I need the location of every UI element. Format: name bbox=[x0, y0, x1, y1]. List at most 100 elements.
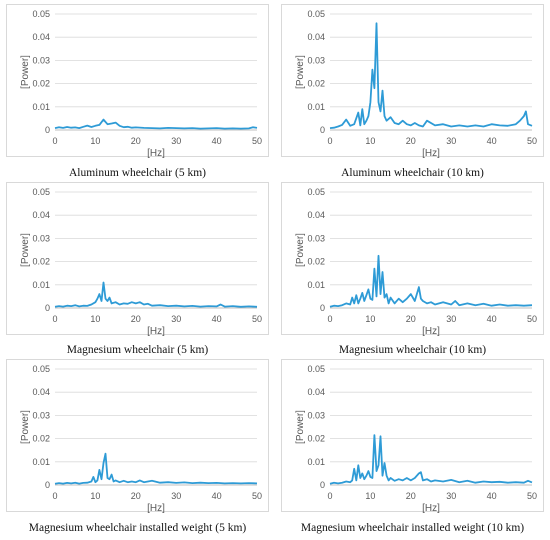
x-tick-label: 20 bbox=[131, 491, 141, 501]
chart-frame bbox=[6, 359, 269, 512]
series-line bbox=[329, 22, 533, 129]
y-tick-label: 0.05 bbox=[32, 9, 50, 19]
y-tick-label: 0 bbox=[45, 480, 50, 490]
y-tick-label: 0.01 bbox=[32, 280, 50, 290]
y-tick-label: 0.02 bbox=[32, 79, 50, 89]
y-axis-label: [Power] bbox=[20, 233, 31, 267]
chart-frame bbox=[281, 359, 544, 512]
x-tick-label: 50 bbox=[527, 314, 537, 324]
chart-aluminum-10km: 0 0.01 0.02 0.03 0.04 0.05 0 10 20 30 40 50 [Hz] [Pow… bbox=[275, 0, 550, 185]
chart-frame bbox=[6, 182, 269, 335]
x-tick-label: 50 bbox=[527, 136, 537, 146]
y-tick-label: 0.05 bbox=[307, 187, 325, 197]
x-tick-label: 40 bbox=[487, 136, 497, 146]
y-tick-label: 0 bbox=[320, 303, 325, 313]
y-axis-label: [Power] bbox=[295, 55, 306, 89]
x-tick-label: 40 bbox=[212, 136, 222, 146]
x-tick-label: 50 bbox=[252, 491, 262, 501]
y-axis-label: [Power] bbox=[295, 233, 306, 267]
x-axis-label: [Hz] bbox=[147, 503, 165, 514]
y-tick-label: 0.04 bbox=[307, 210, 325, 220]
chart-magnesium-weight-5km: 0 0.01 0.02 0.03 0.04 0.05 0 10 20 30 40 50 [Hz] [Pow… bbox=[0, 355, 275, 540]
x-tick-label: 30 bbox=[171, 491, 181, 501]
chart-svg: 0 0.01 0.02 0.03 0.04 0.05 0 10 20 30 40 50 [Hz] [Pow… bbox=[6, 359, 269, 514]
x-tick-label: 0 bbox=[52, 491, 57, 501]
x-tick-label: 30 bbox=[446, 314, 456, 324]
y-tick-label: 0.03 bbox=[32, 55, 50, 65]
x-tick-label: 30 bbox=[446, 136, 456, 146]
y-tick-label: 0.03 bbox=[307, 233, 325, 243]
x-axis-label: [Hz] bbox=[147, 148, 165, 159]
y-tick-label: 0.02 bbox=[32, 434, 50, 444]
y-tick-label: 0.05 bbox=[307, 364, 325, 374]
x-tick-label: 20 bbox=[131, 314, 141, 324]
x-tick-label: 30 bbox=[171, 314, 181, 324]
y-axis-label: [Power] bbox=[20, 410, 31, 444]
chart-caption: Aluminum wheelchair (5 km) bbox=[68, 167, 206, 179]
x-tick-label: 20 bbox=[406, 491, 416, 501]
y-tick-label: 0.04 bbox=[307, 32, 325, 42]
y-tick-label: 0.01 bbox=[32, 102, 50, 112]
chart-magnesium-5km: 0 0.01 0.02 0.03 0.04 0.05 0 10 20 30 40 50 [Hz] [Pow… bbox=[0, 178, 275, 363]
series-line bbox=[54, 281, 258, 308]
y-tick-label: 0.05 bbox=[32, 187, 50, 197]
x-tick-label: 40 bbox=[212, 314, 222, 324]
x-axis-label: [Hz] bbox=[422, 326, 440, 337]
y-tick-label: 0.02 bbox=[307, 257, 325, 267]
chart-caption: Magnesium wheelchair (10 km) bbox=[338, 344, 487, 356]
y-tick-label: 0.05 bbox=[32, 364, 50, 374]
x-tick-label: 40 bbox=[487, 491, 497, 501]
x-tick-label: 50 bbox=[527, 491, 537, 501]
x-tick-label: 10 bbox=[365, 314, 375, 324]
chart-aluminum-5km: 0 0.01 0.02 0.03 0.04 0.05 0 10 20 30 40 50 [Hz] [Pow… bbox=[0, 0, 275, 185]
y-tick-label: 0.01 bbox=[307, 102, 325, 112]
chart-frame bbox=[281, 4, 544, 157]
y-tick-label: 0.02 bbox=[307, 79, 325, 89]
chart-frame bbox=[6, 4, 269, 157]
y-tick-label: 0 bbox=[45, 125, 50, 135]
y-tick-label: 0.03 bbox=[307, 410, 325, 420]
series-line bbox=[329, 254, 533, 308]
y-tick-label: 0 bbox=[320, 125, 325, 135]
x-tick-label: 10 bbox=[365, 136, 375, 146]
x-tick-label: 30 bbox=[171, 136, 181, 146]
series-line bbox=[54, 118, 258, 130]
x-tick-label: 0 bbox=[327, 314, 332, 324]
x-tick-label: 0 bbox=[52, 314, 57, 324]
y-tick-label: 0.04 bbox=[307, 387, 325, 397]
y-tick-label: 0.04 bbox=[32, 210, 50, 220]
y-tick-label: 0.01 bbox=[307, 457, 325, 467]
y-axis-label: [Power] bbox=[20, 55, 31, 89]
x-tick-label: 10 bbox=[90, 314, 100, 324]
y-tick-label: 0.02 bbox=[32, 257, 50, 267]
x-tick-label: 20 bbox=[406, 314, 416, 324]
x-tick-label: 30 bbox=[446, 491, 456, 501]
series-line bbox=[329, 434, 533, 485]
chart-magnesium-10km: 0 0.01 0.02 0.03 0.04 0.05 0 10 20 30 40 50 [Hz] [Pow… bbox=[275, 178, 550, 363]
chart-svg: 0 0.01 0.02 0.03 0.04 0.05 0 10 20 30 40 50 [Hz] [Pow… bbox=[281, 359, 544, 514]
x-tick-label: 0 bbox=[327, 491, 332, 501]
x-axis-label: [Hz] bbox=[422, 148, 440, 159]
chart-magnesium-weight-10km: 0 0.01 0.02 0.03 0.04 0.05 0 10 20 30 40 50 [Hz] [Pow… bbox=[275, 355, 550, 540]
chart-caption: Magnesium wheelchair (5 km) bbox=[66, 344, 209, 356]
x-tick-label: 40 bbox=[487, 314, 497, 324]
y-tick-label: 0.05 bbox=[307, 9, 325, 19]
chart-caption: Magnesium wheelchair installed weight (5… bbox=[28, 522, 247, 534]
x-tick-label: 10 bbox=[90, 136, 100, 146]
x-tick-label: 40 bbox=[212, 491, 222, 501]
x-axis-label: [Hz] bbox=[147, 326, 165, 337]
y-tick-label: 0 bbox=[45, 303, 50, 313]
x-tick-label: 20 bbox=[406, 136, 416, 146]
x-tick-label: 50 bbox=[252, 314, 262, 324]
y-tick-label: 0.04 bbox=[32, 32, 50, 42]
y-tick-label: 0 bbox=[320, 480, 325, 490]
chart-svg: 0 0.01 0.02 0.03 0.04 0.05 0 10 20 30 40 50 [Hz] [Pow… bbox=[281, 4, 544, 159]
x-tick-label: 0 bbox=[52, 136, 57, 146]
series-line bbox=[54, 452, 258, 485]
x-axis-label: [Hz] bbox=[422, 503, 440, 514]
x-tick-label: 10 bbox=[365, 491, 375, 501]
chart-svg: 0 0.01 0.02 0.03 0.04 0.05 0 10 20 30 40 50 [Hz] [Pow… bbox=[6, 4, 269, 159]
y-tick-label: 0.03 bbox=[307, 55, 325, 65]
chart-caption: Aluminum wheelchair (10 km) bbox=[341, 167, 484, 179]
x-tick-label: 10 bbox=[90, 491, 100, 501]
